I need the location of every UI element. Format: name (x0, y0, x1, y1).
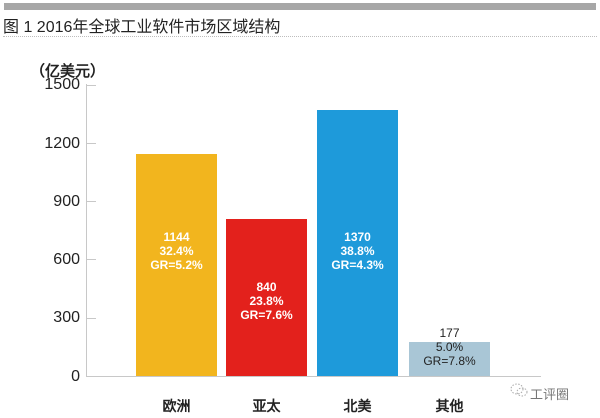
growth-text: GR=4.3% (331, 258, 384, 272)
y-axis (86, 84, 87, 377)
x-axis (86, 376, 541, 377)
growth-text: GR=5.2% (150, 258, 203, 272)
bar-europe (136, 154, 217, 376)
y-tick-1500: 1500 (44, 76, 80, 93)
growth-text: GR=7.6% (240, 308, 293, 322)
value-text: 1370 (344, 230, 371, 244)
bar-asia-pacific (226, 219, 307, 376)
watermark-text: 工评圈 (530, 387, 570, 402)
y-tick-mark (87, 85, 96, 86)
bar-label-north-america: 1370 38.8% GR=4.3% (317, 230, 398, 272)
x-label-europe: 欧洲 (162, 398, 191, 414)
bar-other (409, 342, 490, 376)
x-label-asia-pacific: 亚太 (252, 398, 281, 414)
bar-label-asia-pacific: 840 23.8% GR=7.6% (226, 280, 307, 322)
y-tick-600: 600 (53, 251, 80, 268)
y-tick-0: 0 (71, 368, 80, 385)
y-tick-900: 900 (53, 193, 80, 210)
x-label-other: 其他 (435, 398, 464, 414)
y-tick-mark (87, 259, 96, 260)
value-text: 177 (439, 326, 460, 340)
chart-title: 图 1 2016年全球工业软件市场区域结构 (3, 19, 281, 36)
share-text: 38.8% (340, 244, 375, 258)
y-tick-mark (87, 318, 96, 319)
value-text: 840 (256, 280, 277, 294)
y-axis-unit: （亿美元） (30, 63, 106, 80)
bar-north-america (317, 110, 398, 376)
growth-text: GR=7.8% (423, 354, 476, 368)
y-tick-mark (87, 201, 96, 202)
title-divider (3, 36, 597, 37)
y-tick-300: 300 (53, 309, 80, 326)
y-tick-mark (87, 143, 96, 144)
share-text: 23.8% (249, 294, 284, 308)
wechat-icon (510, 383, 528, 400)
top-rule (4, 3, 596, 10)
value-text: 1144 (163, 230, 190, 244)
share-text: 5.0% (435, 340, 464, 354)
bar-label-europe: 1144 32.4% GR=5.2% (136, 230, 217, 272)
bar-label-other: 177 5.0% GR=7.8% (409, 326, 490, 368)
share-text: 32.4% (159, 244, 194, 258)
y-tick-1200: 1200 (44, 135, 80, 152)
x-label-north-america: 北美 (343, 398, 372, 414)
